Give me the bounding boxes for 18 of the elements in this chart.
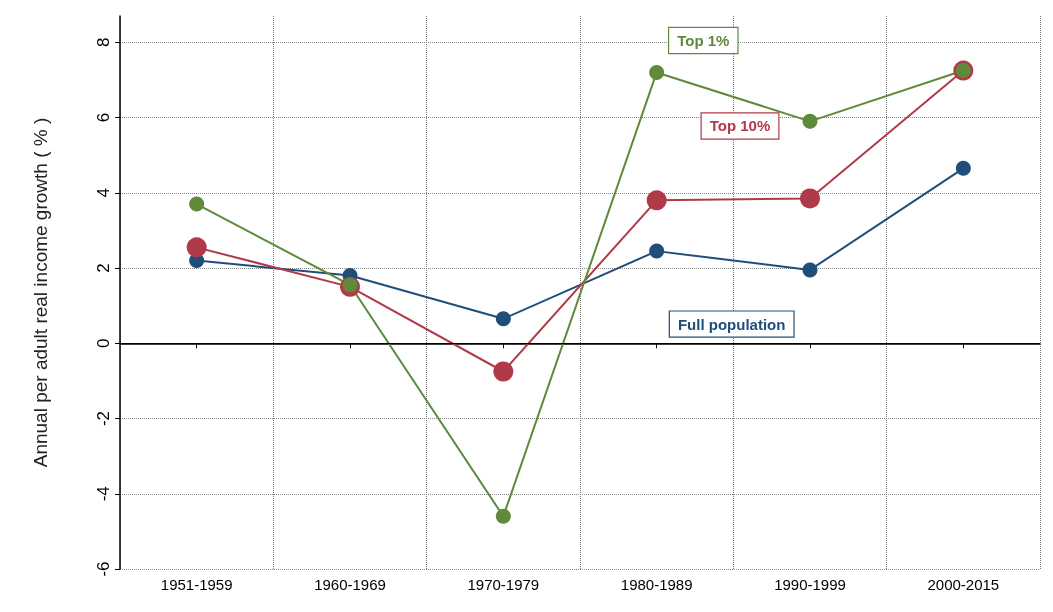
- y-axis-title: Annual per adult real income growth ( % ): [30, 117, 51, 468]
- x-tick-label: 1960-1969: [314, 576, 386, 593]
- y-tick-label: 2: [94, 263, 113, 273]
- x-tick-label: 1980-1989: [620, 576, 693, 593]
- y-tick-label: -4: [94, 486, 113, 502]
- y-tick-label: -6: [94, 561, 113, 577]
- x-tick-label: 2000-2015: [927, 576, 1000, 593]
- x-tick-label: 1970-1979: [467, 576, 540, 593]
- text: Full population: [677, 315, 786, 333]
- y-tick-label: 4: [94, 188, 113, 198]
- y-tick-label: 8: [94, 37, 113, 48]
- x-tick-label: 1951-1959: [160, 576, 233, 593]
- y-tick-label: -2: [94, 410, 113, 427]
- series-label: Top 1%: [677, 31, 730, 49]
- text: Top 10%: [709, 117, 771, 135]
- y-tick-label: 6: [94, 112, 113, 123]
- x-tick-label: 1990-1999: [774, 576, 846, 593]
- y-tick-label: 0: [94, 338, 113, 349]
